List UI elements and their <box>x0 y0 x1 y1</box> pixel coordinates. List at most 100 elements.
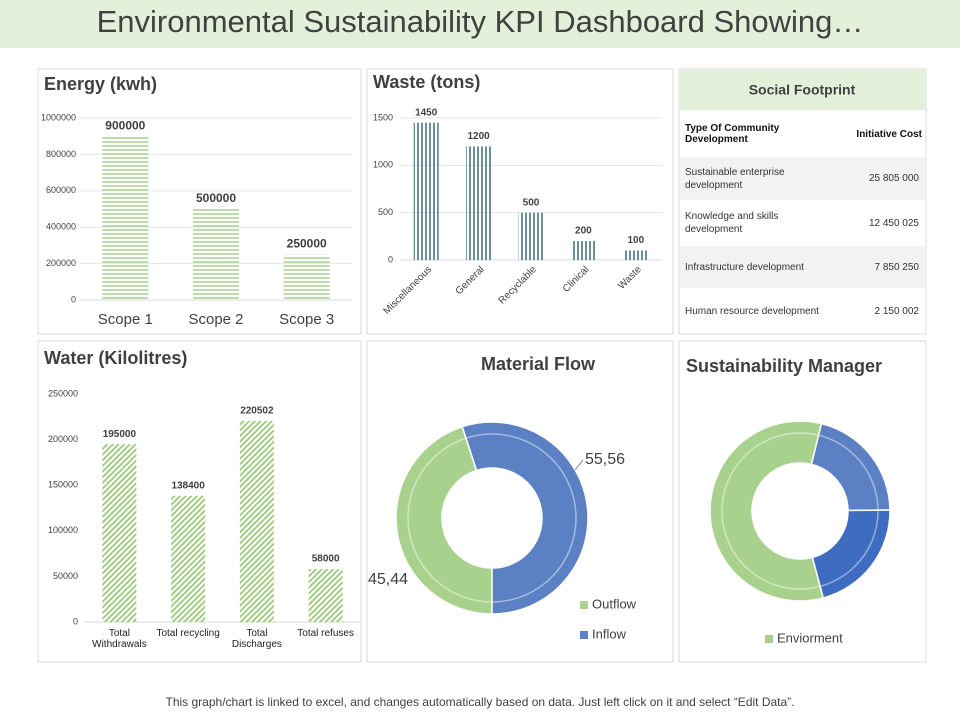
legend-swatch <box>765 635 773 643</box>
donut-slice <box>709 420 825 602</box>
x-tick-label: Total Discharges <box>231 628 282 650</box>
table-cell: Infrastructure development <box>685 261 804 273</box>
ring-divider <box>407 433 577 603</box>
bar <box>283 254 330 300</box>
table-row-bg <box>680 246 925 288</box>
y-tick-label: 100000 <box>48 525 78 535</box>
x-tick-label: Scope 1 <box>98 311 153 328</box>
table-cell: Knowledge and skills development <box>685 211 779 235</box>
column-header: Type Of Community Development <box>685 123 780 145</box>
x-tick-label-box: Total Discharges <box>231 628 282 650</box>
x-tick-label-box: Total recycling <box>156 628 220 639</box>
bar <box>623 250 649 260</box>
bar <box>308 569 343 622</box>
y-tick-label: 400000 <box>46 222 76 232</box>
x-tick-label-box: Total Withdrawals <box>92 628 147 650</box>
x-tick-label: Miscellaneous <box>382 264 435 317</box>
table-cell: Human resource development <box>685 305 819 317</box>
footer-note: This graph/chart is linked to excel, and… <box>166 695 795 709</box>
x-tick-label: Waste <box>616 264 644 292</box>
x-tick-label-box: Total refuses <box>297 628 354 639</box>
value-label: 58000 <box>312 554 340 565</box>
table-row-bg <box>680 112 925 156</box>
panel <box>37 68 362 335</box>
chart-title: Energy (kwh) <box>44 74 157 94</box>
table-row-bg <box>680 201 925 245</box>
bar <box>413 122 439 260</box>
value-label: 900000 <box>105 118 145 132</box>
data-label: 45,44 <box>368 571 408 588</box>
bar <box>102 136 149 300</box>
x-tick-label: Total recycling <box>156 628 220 639</box>
table-cell: 12 450 025 <box>868 217 919 229</box>
table-cell-box: 25 805 000 <box>868 173 919 184</box>
donut-slice <box>810 422 891 512</box>
value-label: 200 <box>575 226 592 237</box>
x-tick-label: General <box>454 264 487 297</box>
x-tick-label: Total Withdrawals <box>92 628 147 650</box>
legend-label: Outflow <box>592 596 637 611</box>
chart-title: Sustainability Manager <box>686 356 882 376</box>
table-cell-box: Infrastructure development <box>685 261 804 273</box>
chart-title: Water (Kilolitres) <box>44 348 187 368</box>
x-tick-label: Recyclable <box>497 264 540 307</box>
table-row-bg <box>680 157 925 200</box>
panel <box>37 340 362 663</box>
x-tick-label: Scope 3 <box>279 311 334 328</box>
table-cell: 2 150 002 <box>874 305 920 317</box>
table-row-bg <box>680 289 925 333</box>
value-label: 500000 <box>196 191 236 205</box>
table-title: Social Footprint <box>749 82 856 98</box>
value-label: 220502 <box>240 406 274 417</box>
table-cell-box: 7 850 250 <box>874 261 920 273</box>
bar <box>193 209 239 300</box>
y-tick-label: 500 <box>378 207 393 217</box>
value-label: 250000 <box>287 237 327 251</box>
legend-label: Inflow <box>592 626 627 641</box>
x-tick-label: Scope 2 <box>188 311 243 328</box>
bar <box>518 212 544 260</box>
y-tick-label: 800000 <box>46 149 76 159</box>
bar <box>239 420 274 622</box>
value-label: 1450 <box>415 107 438 118</box>
y-tick-label: 0 <box>388 254 393 264</box>
bar <box>171 495 206 622</box>
table-cell: 7 850 250 <box>874 261 920 273</box>
panel <box>366 68 674 335</box>
table-cell-box: 2 150 002 <box>874 305 920 317</box>
donut-slice <box>461 421 589 615</box>
y-tick-label: 600000 <box>46 185 76 195</box>
y-tick-label: 250000 <box>48 388 78 398</box>
legend-swatch <box>580 601 588 609</box>
donut-slice <box>811 509 891 599</box>
panel <box>678 340 927 663</box>
y-tick-label: 1000000 <box>41 112 76 122</box>
donut-slice <box>395 425 493 615</box>
legend-label: Enviorment <box>777 630 843 645</box>
value-label: 1200 <box>467 131 490 142</box>
table-cell-box: Knowledge and skills development <box>685 211 779 235</box>
bar <box>466 146 492 260</box>
table-cell-box: 12 450 025 <box>868 217 919 229</box>
y-tick-label: 150000 <box>48 480 78 490</box>
y-tick-label: 200000 <box>48 434 78 444</box>
y-tick-label: 0 <box>73 616 78 626</box>
leader-line <box>574 459 584 471</box>
chart-title: Material Flow <box>481 354 596 374</box>
x-tick-label: Total refuses <box>297 628 354 639</box>
table-cell-box: Sustainable enterprise development <box>685 167 785 191</box>
chart-title: Waste (tons) <box>373 72 480 92</box>
data-label: 55,56 <box>585 451 625 468</box>
y-tick-label: 50000 <box>53 571 78 581</box>
y-tick-label: 200000 <box>46 258 76 268</box>
column-header-box: Type Of Community Development <box>685 123 780 145</box>
title-band <box>0 0 960 48</box>
ring-divider <box>721 432 879 590</box>
panel <box>678 68 927 335</box>
column-header-box: Initiative Cost <box>856 129 922 140</box>
x-tick-label: Clinical <box>561 264 592 295</box>
value-label: 138400 <box>171 480 205 491</box>
y-tick-label: 1500 <box>373 112 393 122</box>
table-cell: 25 805 000 <box>868 173 919 184</box>
